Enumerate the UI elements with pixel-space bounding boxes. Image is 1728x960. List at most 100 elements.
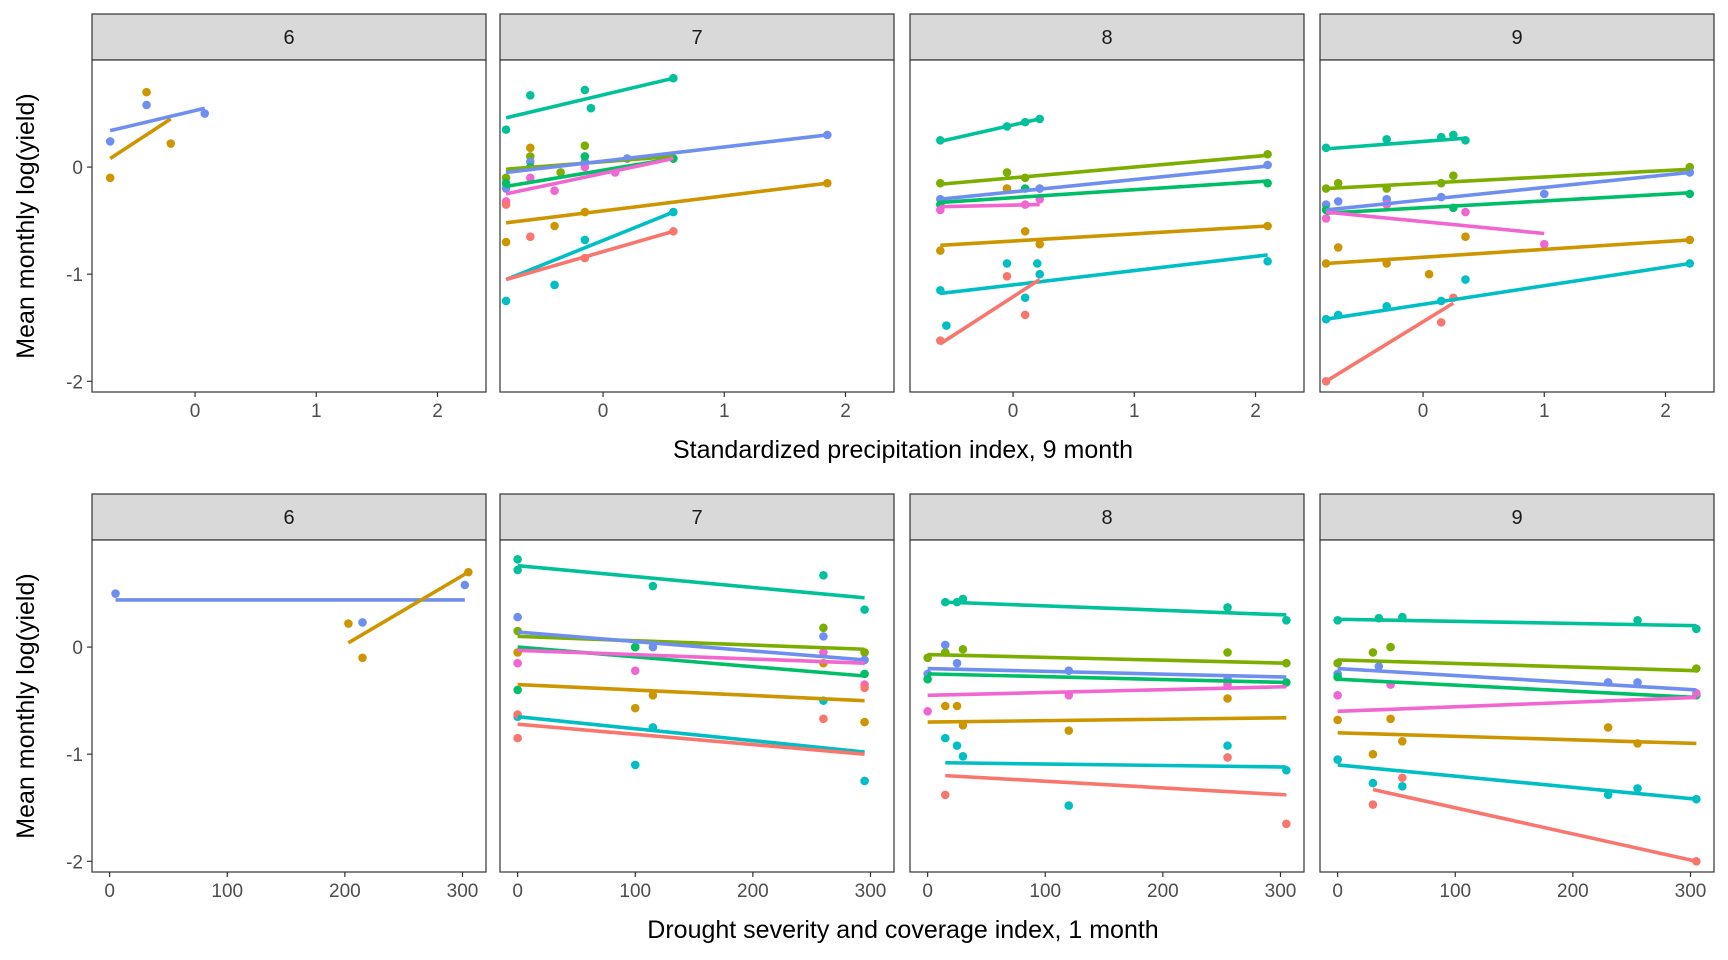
- facet-strip-label: 6: [283, 507, 294, 529]
- data-point: [630, 642, 640, 652]
- fit-line: [1337, 666, 1697, 692]
- x-tick-label: 0: [104, 881, 115, 902]
- data-point: [940, 733, 950, 743]
- data-point: [1064, 726, 1074, 735]
- data-point: [1633, 616, 1642, 625]
- fit-line: [927, 666, 1287, 679]
- fit-line: [1337, 763, 1697, 801]
- data-point: [1035, 239, 1045, 249]
- data-point: [1223, 648, 1232, 657]
- facet-strip-label: 9: [1511, 507, 1522, 529]
- data-point: [648, 690, 658, 700]
- facet-strip-label: 9: [1511, 27, 1522, 49]
- data-point: [1539, 189, 1549, 199]
- data-point: [1032, 259, 1042, 268]
- fit-line: [1325, 301, 1455, 383]
- data-point: [958, 752, 968, 761]
- facet-strip-label: 6: [283, 27, 294, 49]
- x-tick-label: 100: [1439, 881, 1471, 902]
- fit-line: [1325, 136, 1466, 151]
- fit-line: [1325, 167, 1690, 191]
- data-point: [648, 581, 658, 591]
- data-point: [1449, 130, 1458, 140]
- data-point: [556, 168, 565, 177]
- x-tick-label: 2: [840, 401, 851, 422]
- x-tick-label: 0: [922, 881, 933, 902]
- data-point: [166, 139, 176, 148]
- facet-strip: [1319, 13, 1715, 61]
- data-point: [200, 109, 210, 118]
- x-tick-label: 200: [1147, 881, 1179, 902]
- panel-data: [501, 73, 832, 306]
- fit-line: [940, 179, 1268, 205]
- figure-rows: -2 -1 0 Mean monthly log(yield) Standardized…: [12, 13, 1715, 944]
- fit-line: [927, 652, 1287, 665]
- facet-panel-7: 7 0 1 2: [499, 13, 895, 422]
- data-point: [1002, 168, 1012, 177]
- y-tick-label: -1: [66, 265, 83, 286]
- fit-line: [1325, 261, 1691, 321]
- x-tick-label: 1: [311, 401, 322, 422]
- data-point: [630, 703, 640, 713]
- facet-strip-label: 8: [1101, 27, 1112, 49]
- fit-line: [927, 672, 1287, 685]
- data-point: [940, 640, 950, 650]
- data-point: [1633, 784, 1642, 793]
- data-point: [819, 648, 828, 657]
- panel-border: [91, 539, 487, 873]
- fit-line: [517, 722, 865, 756]
- x-tick-label: 2: [1250, 401, 1261, 422]
- data-point: [630, 666, 640, 675]
- data-point: [513, 733, 522, 743]
- facet-panel-9: 9 0 100 200 300: [1319, 493, 1715, 902]
- facet-panel-7: 7 0 100 200 300: [499, 493, 895, 902]
- data-point: [958, 644, 968, 654]
- panel-border: [499, 59, 895, 393]
- data-point: [1333, 178, 1343, 188]
- data-point: [940, 790, 950, 800]
- x-tick-label: 2: [432, 401, 443, 422]
- x-tick-label: 0: [1418, 401, 1429, 422]
- data-point: [142, 87, 151, 97]
- x-tick-label: 200: [1557, 881, 1589, 902]
- fit-line: [1372, 787, 1697, 864]
- data-point: [1461, 232, 1470, 242]
- fit-line: [1325, 191, 1690, 215]
- fit-line: [505, 181, 828, 225]
- data-point: [513, 554, 522, 564]
- x-tick-label: 0: [598, 401, 609, 422]
- data-point: [105, 137, 115, 146]
- y-tick-label: -1: [66, 745, 83, 766]
- data-point: [1368, 749, 1378, 759]
- data-point: [344, 619, 353, 628]
- y-axis-title: Mean monthly log(yield): [12, 573, 40, 838]
- data-point: [1002, 259, 1012, 268]
- y-tick-label: -2: [66, 372, 83, 393]
- data-point: [860, 776, 869, 786]
- panel-data: [105, 87, 210, 183]
- data-point: [142, 100, 151, 110]
- facet-panel-6: 6 0 1 2: [91, 13, 487, 422]
- data-point: [1424, 269, 1434, 279]
- x-tick-label: 1: [719, 401, 730, 422]
- panel-data: [1321, 130, 1695, 386]
- x-tick-label: 300: [447, 881, 479, 902]
- data-point: [580, 235, 590, 245]
- y-tick-label: -2: [66, 852, 83, 873]
- fit-line: [517, 714, 865, 754]
- data-point: [550, 280, 559, 290]
- data-point: [860, 717, 869, 727]
- facet-strip: [91, 493, 487, 541]
- facet-strip: [91, 13, 487, 61]
- data-point: [819, 714, 828, 724]
- data-point: [1223, 741, 1232, 750]
- x-tick-label: 100: [211, 881, 243, 902]
- fit-line: [940, 153, 1268, 187]
- data-point: [1461, 275, 1470, 284]
- data-point: [1368, 778, 1378, 788]
- data-point: [1282, 616, 1291, 625]
- facet-panel-9: 9 0 1 2: [1319, 13, 1715, 422]
- data-point: [580, 85, 590, 95]
- data-point: [1223, 694, 1232, 703]
